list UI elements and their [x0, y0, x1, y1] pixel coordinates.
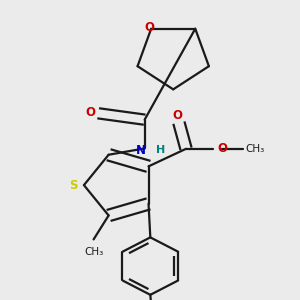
Text: O: O	[85, 106, 95, 119]
Text: O: O	[217, 142, 227, 155]
Text: N: N	[136, 143, 146, 157]
Text: O: O	[144, 21, 154, 34]
Text: O: O	[172, 109, 182, 122]
Text: CH₃: CH₃	[245, 144, 264, 154]
Text: H: H	[156, 145, 165, 155]
Text: CH₃: CH₃	[84, 248, 103, 257]
Text: S: S	[69, 178, 77, 192]
